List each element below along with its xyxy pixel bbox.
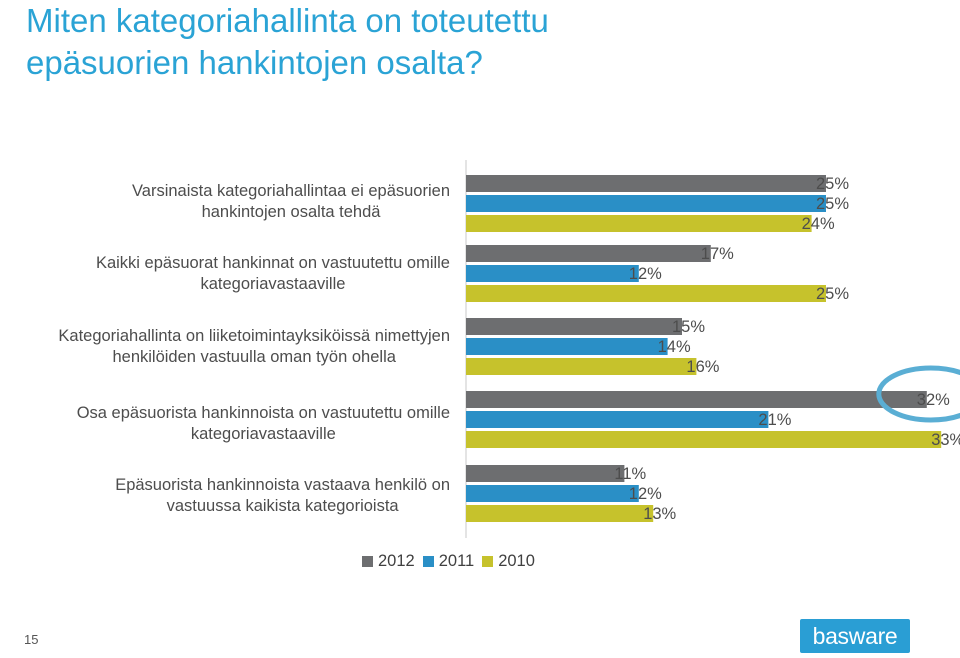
category-label-2: Kaikki epäsuorat hankinnat on vastuutett… (96, 253, 450, 295)
bar-2012-cat3 (466, 318, 682, 335)
category-label-line: Osa epäsuorista hankinnoista on vastuute… (76, 404, 450, 422)
value-label-2011-cat4: 21% (758, 411, 791, 429)
bar-2010-cat4 (466, 431, 942, 448)
value-label-2011-cat2: 12% (629, 265, 662, 283)
category-label-line: vastuussa kaikista kategorioista (166, 497, 399, 515)
bar-2011-cat5 (466, 485, 639, 502)
category-label-line: henkilöiden vastuulla oman työn ohella (112, 348, 396, 366)
legend-item-2010: 2010 (482, 552, 535, 571)
value-label-2012-cat2: 17% (701, 245, 734, 263)
category-label-line: Kategoriahallinta on liiketoimintayksikö… (58, 327, 450, 345)
category-label-1: Varsinaista kategoriahallintaa ei epäsuo… (132, 181, 450, 223)
bar-2012-cat2 (466, 245, 711, 262)
bar-2010-cat3 (466, 358, 697, 375)
legend-swatch-2010 (482, 556, 494, 567)
bar-2011-cat1 (466, 195, 826, 212)
value-label-2010-cat1: 24% (802, 215, 835, 233)
bar-2010-cat5 (466, 505, 654, 522)
value-label-2010-cat2: 25% (816, 285, 849, 303)
category-label-line: hankintojen osalta tehdä (201, 203, 381, 221)
value-label-2012-cat4: 32% (917, 391, 950, 409)
bar-2011-cat4 (466, 411, 769, 428)
bar-2010-cat1 (466, 215, 812, 232)
category-label-3: Kategoriahallinta on liiketoimintayksikö… (58, 326, 450, 368)
page-number: 15 (24, 632, 39, 647)
legend-label-2010: 2010 (498, 552, 535, 570)
legend-label-2011: 2011 (438, 552, 475, 570)
category-label-line: Varsinaista kategoriahallintaa ei epäsuo… (132, 182, 450, 200)
category-label-5: Epäsuorista hankinnoista vastaava henkil… (115, 475, 450, 517)
value-label-2010-cat4: 33% (931, 431, 960, 449)
value-label-2011-cat5: 12% (629, 485, 662, 503)
highlight-ring (876, 365, 960, 423)
value-label-2012-cat5: 11% (614, 465, 646, 483)
value-label-2011-cat1: 25% (816, 195, 849, 213)
basware-logo: basware (800, 619, 910, 653)
category-label-line: kategoriavastaaville (190, 425, 336, 443)
legend-swatch-2012 (362, 556, 373, 567)
value-label-2010-cat5: 13% (643, 505, 676, 523)
bar-2011-cat2 (466, 265, 639, 282)
bar-2010-cat2 (466, 285, 826, 302)
legend-item-2012: 2012 (362, 552, 415, 571)
bar-2012-cat1 (466, 175, 826, 192)
bar-2011-cat3 (466, 338, 668, 355)
value-label-2010-cat3: 16% (686, 358, 719, 376)
category-label-4: Osa epäsuorista hankinnoista on vastuute… (77, 403, 450, 445)
chart-legend: 2012 2011 2010 (362, 552, 543, 571)
category-label-line: Kaikki epäsuorat hankinnat on vastuutett… (95, 254, 450, 272)
slide-title: Miten kategoriahallinta on toteutettu ep… (26, 2, 549, 81)
category-label-line: Epäsuorista hankinnoista vastaava henkil… (115, 476, 450, 494)
value-label-2011-cat3: 14% (658, 338, 691, 356)
value-label-2012-cat3: 15% (672, 318, 705, 336)
legend-item-2011: 2011 (422, 552, 475, 571)
value-label-2012-cat1: 25% (816, 175, 849, 193)
category-label-line: kategoriavastaaville (200, 275, 346, 293)
legend-swatch-2011 (422, 556, 434, 567)
bar-2012-cat5 (466, 465, 625, 482)
bar-2012-cat4 (466, 391, 927, 408)
legend-label-2012: 2012 (378, 552, 415, 570)
